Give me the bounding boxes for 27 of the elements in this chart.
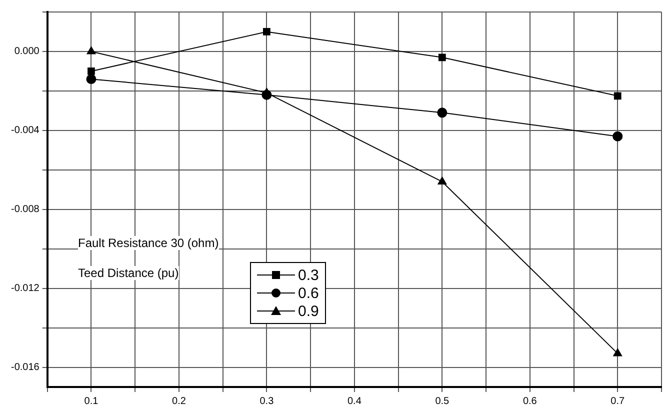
point [612, 131, 623, 142]
point [263, 28, 270, 36]
legend-label: 0.3 [298, 266, 319, 284]
point [437, 108, 448, 118]
legend-label: 0.9 [298, 302, 319, 320]
y-tick-label: -0.016 [10, 362, 40, 374]
legend-title: Teed Distance (pu) [78, 266, 179, 280]
x-tick-label: 0.6 [522, 396, 538, 407]
x-tick-label: 0.4 [347, 396, 362, 407]
legend-label: 0.6 [298, 284, 319, 302]
x-tick-label: 0.2 [172, 396, 186, 407]
x-tick-label: 0.7 [610, 396, 626, 407]
annotation: Fault Resistance 30 (ohm) [78, 236, 219, 250]
point [88, 68, 95, 75]
y-tick-label: 0.000 [14, 46, 40, 58]
x-tick-label: 0.3 [260, 396, 274, 407]
y-tick-label: -0.008 [10, 204, 40, 216]
point [86, 46, 96, 54]
point [438, 176, 447, 184]
y-tick-label: -0.012 [10, 283, 40, 294]
x-tick-label: 0.1 [84, 396, 99, 407]
x-tick-label: 0.5 [435, 396, 450, 407]
point [614, 92, 622, 100]
point [86, 74, 96, 84]
y-tick-label: -0.004 [10, 125, 40, 136]
point [613, 348, 622, 356]
point [438, 54, 446, 62]
